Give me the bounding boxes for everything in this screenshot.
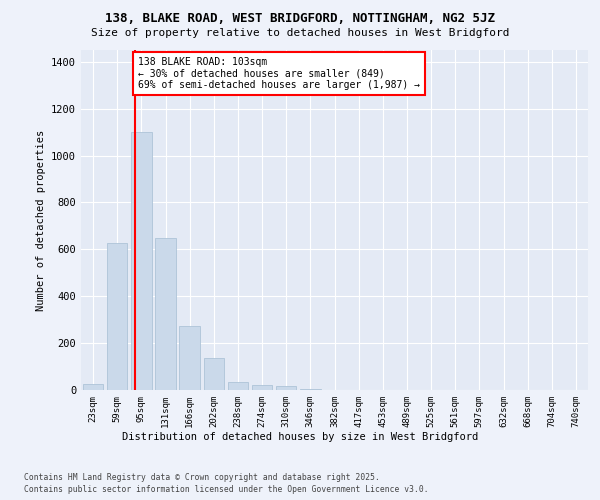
Text: Size of property relative to detached houses in West Bridgford: Size of property relative to detached ho… — [91, 28, 509, 38]
Text: 138, BLAKE ROAD, WEST BRIDGFORD, NOTTINGHAM, NG2 5JZ: 138, BLAKE ROAD, WEST BRIDGFORD, NOTTING… — [105, 12, 495, 26]
Bar — [300, 389, 320, 390]
Bar — [227, 382, 248, 390]
Bar — [276, 386, 296, 390]
Bar — [179, 326, 200, 390]
Text: 138 BLAKE ROAD: 103sqm
← 30% of detached houses are smaller (849)
69% of semi-de: 138 BLAKE ROAD: 103sqm ← 30% of detached… — [138, 57, 420, 90]
Bar — [155, 238, 176, 390]
Text: Contains public sector information licensed under the Open Government Licence v3: Contains public sector information licen… — [24, 485, 428, 494]
Bar — [131, 132, 152, 390]
Bar — [203, 358, 224, 390]
Text: Distribution of detached houses by size in West Bridgford: Distribution of detached houses by size … — [122, 432, 478, 442]
Y-axis label: Number of detached properties: Number of detached properties — [35, 130, 46, 310]
Bar — [107, 244, 127, 390]
Bar — [252, 386, 272, 390]
Bar — [83, 384, 103, 390]
Text: Contains HM Land Registry data © Crown copyright and database right 2025.: Contains HM Land Registry data © Crown c… — [24, 472, 380, 482]
